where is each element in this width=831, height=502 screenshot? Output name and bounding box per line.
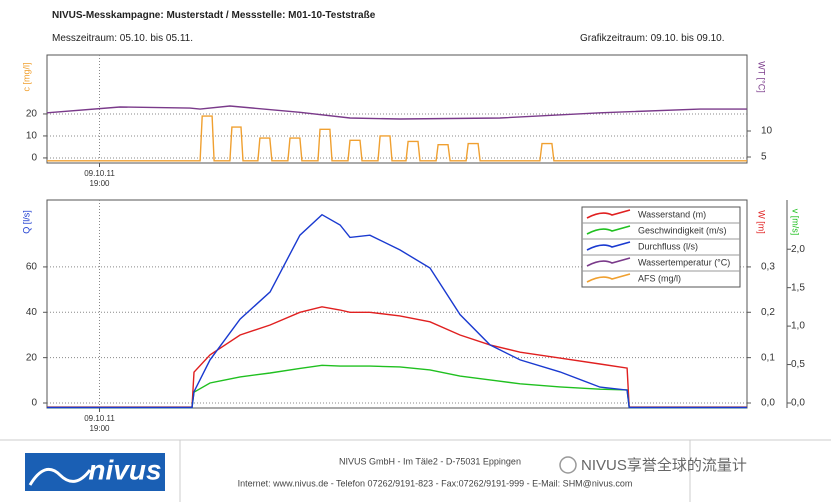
logo-box bbox=[25, 453, 165, 491]
x-tick-label: 09.10.11 19:00 bbox=[84, 169, 115, 188]
y-tick-label: 5 bbox=[761, 152, 767, 163]
legend-swatch bbox=[586, 209, 631, 219]
y-tick-label: 0,2 bbox=[761, 307, 775, 318]
period: Messzeitraum: 05.10. bis 05.11. bbox=[52, 33, 193, 44]
y-tick-label: 1,5 bbox=[791, 282, 805, 293]
legend-box bbox=[581, 206, 741, 288]
title: NIVUS-Messkampagne: Musterstadt / Messst… bbox=[52, 10, 376, 21]
y-tick-label: 0,0 bbox=[791, 398, 805, 409]
watermark-icon bbox=[559, 456, 577, 474]
y-tick-label: 20 bbox=[26, 109, 38, 120]
data-line bbox=[47, 364, 747, 409]
y-tick-label: 0,5 bbox=[791, 359, 805, 370]
legend-swatch bbox=[586, 273, 631, 283]
logo: nivus bbox=[88, 454, 161, 485]
legend-label: AFS (mg/l) bbox=[638, 273, 681, 283]
address: NIVUS GmbH - Im Täle2 - D-75031 Eppingen bbox=[339, 456, 521, 466]
plot-frame bbox=[46, 199, 748, 409]
y-tick-label: 10 bbox=[761, 126, 773, 137]
y-tick-label: 1,0 bbox=[791, 321, 805, 332]
legend-label: Geschwindigkeit (m/s) bbox=[638, 225, 727, 235]
data-line bbox=[47, 115, 747, 162]
axis-title: W [m] bbox=[757, 210, 767, 234]
legend-label: Durchfluss (l/s) bbox=[638, 241, 698, 251]
axis-title: v [m/s] bbox=[791, 209, 801, 236]
y-tick-label: 60 bbox=[26, 262, 38, 273]
legend-label: Wassertemperatur (°C) bbox=[638, 257, 730, 267]
legend-label: Wasserstand (m) bbox=[638, 209, 706, 219]
axis-title: c [mg/l] bbox=[21, 62, 31, 91]
plot-frame bbox=[46, 54, 748, 164]
y-tick-label: 2,0 bbox=[791, 244, 805, 255]
axis-title: Q [l/s] bbox=[21, 210, 31, 234]
data-line bbox=[47, 306, 747, 408]
y-tick-label: 0,0 bbox=[761, 398, 775, 409]
graph-period: Grafikzeitraum: 09.10. bis 09.10. bbox=[580, 33, 725, 44]
watermark: NIVUS享誉全球的流量计 bbox=[581, 456, 747, 474]
logo-wave bbox=[28, 467, 92, 486]
y-tick-label: 20 bbox=[26, 352, 38, 363]
axis-title: WT [°C] bbox=[757, 61, 767, 92]
data-line bbox=[47, 213, 747, 409]
y-tick-label: 0,1 bbox=[761, 352, 775, 363]
y-tick-label: 0 bbox=[31, 398, 37, 409]
y-tick-label: 0 bbox=[31, 153, 37, 164]
y-tick-label: 0,3 bbox=[761, 262, 775, 273]
legend-swatch bbox=[586, 241, 631, 251]
contact: Internet: www.nivus.de - Telefon 07262/9… bbox=[238, 478, 633, 488]
legend-swatch bbox=[586, 257, 631, 267]
x-tick-label: 09.10.11 19:00 bbox=[84, 414, 115, 433]
y-tick-label: 10 bbox=[26, 131, 38, 142]
legend-swatch bbox=[586, 225, 631, 235]
y-tick-label: 40 bbox=[26, 307, 38, 318]
data-line bbox=[46, 105, 747, 120]
